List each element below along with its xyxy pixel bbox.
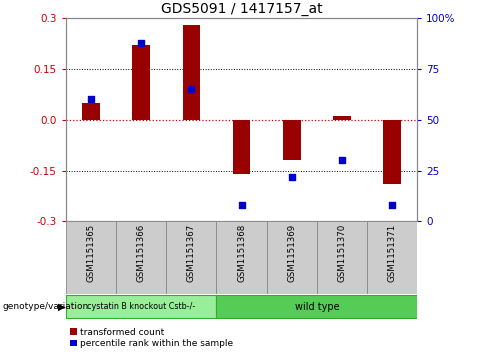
FancyBboxPatch shape: [217, 221, 266, 294]
Text: GSM1151367: GSM1151367: [187, 224, 196, 282]
Bar: [384, 120, 401, 184]
Text: GSM1151366: GSM1151366: [137, 224, 146, 282]
FancyBboxPatch shape: [66, 295, 217, 318]
Point: [187, 86, 195, 92]
Text: genotype/variation: genotype/variation: [2, 302, 89, 311]
Bar: [283, 120, 301, 160]
FancyBboxPatch shape: [116, 221, 166, 294]
Bar: [183, 25, 200, 120]
FancyBboxPatch shape: [317, 221, 367, 294]
Point: [338, 158, 346, 163]
Text: wild type: wild type: [295, 302, 339, 312]
Text: ▶: ▶: [58, 302, 65, 312]
Text: cystatin B knockout Cstb-/-: cystatin B knockout Cstb-/-: [87, 302, 195, 311]
Bar: [82, 103, 100, 120]
Point: [238, 202, 245, 208]
FancyBboxPatch shape: [266, 221, 317, 294]
Title: GDS5091 / 1417157_at: GDS5091 / 1417157_at: [161, 2, 323, 16]
Text: GSM1151370: GSM1151370: [337, 224, 346, 282]
Legend: transformed count, percentile rank within the sample: transformed count, percentile rank withi…: [70, 327, 233, 348]
Point: [288, 174, 296, 180]
FancyBboxPatch shape: [217, 295, 417, 318]
Point: [87, 97, 95, 102]
FancyBboxPatch shape: [367, 221, 417, 294]
Text: GSM1151369: GSM1151369: [287, 224, 296, 282]
FancyBboxPatch shape: [166, 221, 217, 294]
Text: GSM1151371: GSM1151371: [387, 224, 397, 282]
Text: GSM1151368: GSM1151368: [237, 224, 246, 282]
Bar: [132, 45, 150, 120]
FancyBboxPatch shape: [66, 221, 116, 294]
Text: GSM1151365: GSM1151365: [86, 224, 96, 282]
Point: [137, 40, 145, 45]
Bar: [233, 120, 250, 174]
Bar: [333, 117, 351, 120]
Point: [388, 202, 396, 208]
